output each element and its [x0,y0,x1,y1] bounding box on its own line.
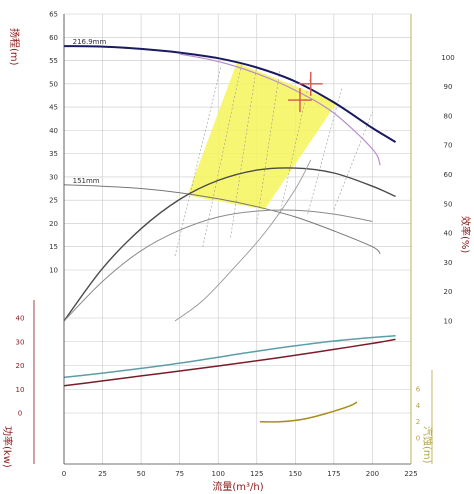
head-tick-label: 50 [49,80,58,88]
x-axis-title: 流量(m³/h) [212,480,263,493]
head-tick-label: 30 [49,173,58,181]
x-tick-label: 100 [212,470,225,478]
npsh-tick-label: 6 [416,386,421,394]
series-line-power-upper [63,335,396,379]
efficiency-tick-label: 30 [444,259,453,267]
efficiency-axis-title: 效率(%) [459,216,472,253]
x-tick-label: 50 [137,470,146,478]
series-line-efficiency-min [63,209,373,322]
power-tick-label: 20 [16,362,25,370]
axes [33,14,433,465]
head-tick-label: 55 [49,57,58,65]
head-tick-label: 40 [49,127,58,135]
head-tick-label: 45 [49,104,58,112]
x-tick-label: 150 [289,470,302,478]
head-tick-label: 10 [49,267,58,275]
power-tick-label: 40 [16,315,25,323]
x-tick-label: 225 [404,470,417,478]
series-line-npsh [259,401,358,423]
impeller-diameter-label: 151mm [73,177,100,185]
efficiency-tick-label: 60 [444,171,453,179]
npsh-tick-label: 2 [416,418,420,426]
efficiency-tick-label: 70 [444,142,453,150]
series-line-head-rated [179,53,381,166]
x-tick-label: 175 [327,470,340,478]
efficiency-tick-label: 80 [444,112,453,120]
iso-efficiency-line [202,65,242,247]
efficiency-tick-label: 100 [441,54,454,62]
power-tick-label: 0 [18,410,22,418]
series-line-head-max [63,45,397,143]
x-tick-label: 125 [250,470,263,478]
x-tick-label: 0 [62,470,66,478]
head-tick-label: 20 [49,220,58,228]
npsh-tick-label: 0 [416,435,420,443]
series-line-efficiency-max [63,167,396,322]
efficiency-tick-label: 50 [444,200,453,208]
npsh-tick-label: 4 [416,402,421,410]
head-tick-label: 60 [49,34,58,42]
x-tick-label: 25 [98,470,107,478]
iso-efficiency-line [256,69,281,224]
iso-efficiency-line [307,88,342,215]
iso-efficiency-line [174,65,222,257]
operating-point-markers [287,71,323,113]
tick-labels: 0 25 50 75 100 125 150 175 200 225101520253035404… [16,11,455,479]
power-axis-title: 功率(kw) [1,426,14,468]
x-tick-label: 75 [175,470,184,478]
efficiency-tick-label: 90 [444,83,453,91]
efficiency-tick-label: 10 [444,318,453,326]
head-tick-label: 15 [49,243,58,251]
series-line-power-lower [63,338,396,387]
head-axis-title: 扬程(m) [8,28,21,66]
efficiency-tick-label: 40 [444,230,453,238]
impeller-diameter-label: 216.9mm [73,38,107,46]
power-tick-label: 10 [16,386,25,394]
series-line-efficiency-min-scaled [174,159,312,322]
iso-efficiency-lines [174,65,373,257]
iso-efficiency-line [230,65,258,238]
head-tick-label: 35 [49,150,58,158]
head-tick-label: 65 [49,11,58,19]
x-tick-label: 200 [366,470,379,478]
iso-efficiency-line [333,111,373,210]
series-line-head-min [63,184,381,255]
annotations: 216.9mm 151mm [73,38,107,185]
npsh-axis-title: 汽蚀(m) [421,426,434,464]
power-tick-label: 30 [16,338,25,346]
efficiency-tick-label: 20 [444,288,453,296]
series-lines [63,45,397,423]
head-tick-label: 25 [49,197,58,205]
